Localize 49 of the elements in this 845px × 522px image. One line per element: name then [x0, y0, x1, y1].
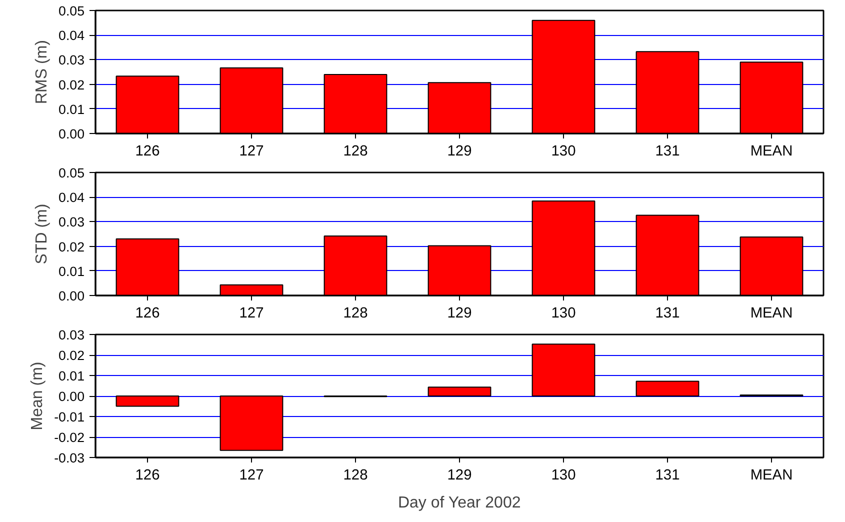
y-tick-label: -0.02 — [54, 430, 85, 445]
x-tick-label: 129 — [447, 468, 472, 484]
y-axis-title: Mean (m) — [29, 362, 46, 430]
y-tick-label: 0.05 — [58, 166, 85, 180]
y-tick-label: 0.04 — [58, 28, 86, 44]
bar — [636, 380, 700, 396]
y-tick-label: 0.01 — [58, 368, 85, 384]
x-tick-label: 126 — [135, 306, 160, 322]
y-tick-label: 0.02 — [58, 77, 85, 92]
y-axis-title: RMS (m) — [34, 40, 51, 104]
bar — [220, 396, 284, 451]
x-tick-label: 128 — [343, 144, 368, 160]
x-tick-label: 131 — [655, 144, 680, 160]
y-tick-label: -0.03 — [54, 450, 85, 466]
x-tick-label: 131 — [655, 306, 680, 322]
x-tick-label: 130 — [551, 306, 576, 322]
y-axis-title: STD (m) — [34, 204, 51, 264]
x-tick-label: MEAN — [750, 144, 793, 160]
y-tick-label: 0.04 — [58, 190, 86, 206]
x-tick-label: 129 — [447, 144, 472, 160]
x-tick-label: 126 — [135, 144, 160, 160]
y-tick-label: 0.02 — [58, 348, 85, 363]
y-tick-label: 0.03 — [58, 328, 85, 342]
x-tick-label: 131 — [655, 468, 680, 484]
bar — [116, 396, 180, 407]
x-tick-label: MEAN — [750, 306, 793, 322]
bar — [428, 386, 492, 396]
y-tick-label: 0.03 — [58, 52, 85, 68]
x-tick-label: 127 — [239, 144, 264, 160]
y-tick-label: 0.00 — [58, 288, 85, 304]
x-tick-label: 127 — [239, 468, 264, 484]
x-axis-title: Day of Year 2002 — [398, 494, 521, 512]
x-tick-label: 127 — [239, 306, 264, 322]
x-tick-label: 126 — [135, 468, 160, 484]
y-tick-label: 0.02 — [58, 239, 85, 254]
y-tick-label: 0.01 — [58, 264, 85, 279]
y-tick-label: 0.00 — [58, 389, 85, 404]
x-tick-label: 129 — [447, 306, 472, 322]
y-tick-label: -0.01 — [54, 410, 85, 424]
x-tick-label: MEAN — [750, 468, 793, 484]
y-tick-label: 0.00 — [58, 126, 85, 142]
x-tick-label: 130 — [551, 468, 576, 484]
bar — [532, 344, 596, 396]
x-tick-label: 128 — [343, 306, 368, 322]
x-tick-label: 128 — [343, 468, 368, 484]
y-tick-label: 0.03 — [58, 214, 85, 230]
y-tick-label: 0.05 — [58, 4, 85, 18]
x-tick-label: 130 — [551, 144, 576, 160]
y-tick-label: 0.01 — [58, 102, 85, 117]
